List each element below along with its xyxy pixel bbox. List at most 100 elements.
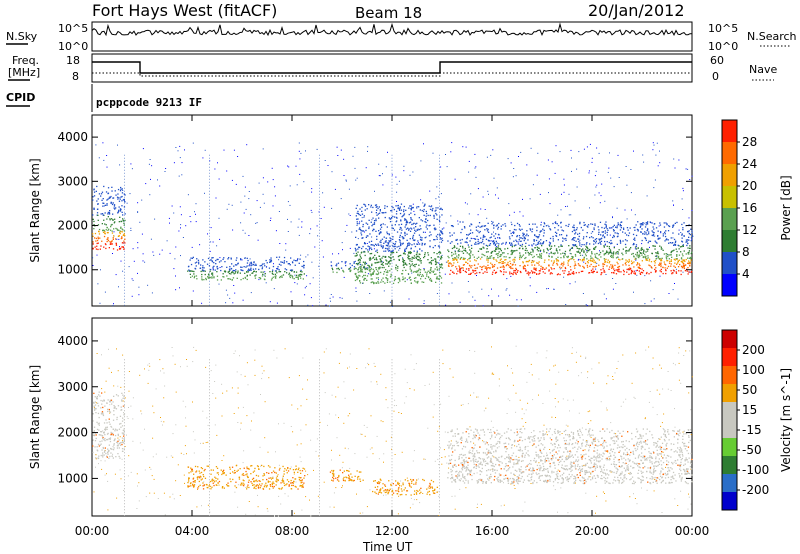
data-cell bbox=[449, 242, 452, 244]
data-cell bbox=[290, 482, 292, 484]
data-cell bbox=[602, 268, 604, 270]
scatter-point bbox=[347, 367, 348, 369]
data-cell bbox=[388, 247, 390, 249]
data-cell bbox=[121, 231, 123, 233]
scatter-point bbox=[408, 274, 410, 275]
data-cell bbox=[583, 244, 585, 246]
data-cell bbox=[194, 465, 197, 468]
data-cell bbox=[606, 231, 608, 234]
data-cell bbox=[394, 276, 396, 278]
data-cell bbox=[406, 233, 408, 235]
scatter-point bbox=[495, 194, 496, 196]
data-cell bbox=[431, 270, 433, 272]
data-cell bbox=[600, 240, 603, 242]
data-cell bbox=[552, 240, 554, 242]
data-cell bbox=[434, 263, 437, 266]
scatter-point bbox=[563, 191, 565, 193]
scatter-point bbox=[578, 412, 580, 414]
data-cell bbox=[436, 253, 438, 255]
data-cell bbox=[603, 258, 605, 260]
data-cell bbox=[368, 247, 371, 250]
data-cell bbox=[232, 471, 234, 473]
scatter-point bbox=[341, 242, 343, 244]
data-cell bbox=[659, 270, 661, 272]
data-cell bbox=[448, 263, 450, 265]
data-cell bbox=[332, 268, 334, 271]
data-cell bbox=[376, 244, 378, 246]
data-cell bbox=[98, 424, 100, 426]
data-cell bbox=[636, 264, 638, 266]
scatter-point bbox=[606, 459, 608, 461]
data-cell bbox=[246, 473, 248, 475]
data-cell bbox=[615, 253, 617, 255]
data-cell bbox=[615, 257, 618, 259]
data-cell bbox=[97, 457, 99, 459]
data-cell bbox=[357, 277, 359, 280]
scatter-point bbox=[689, 350, 691, 352]
scatter-point bbox=[300, 429, 302, 431]
data-cell bbox=[543, 225, 545, 228]
data-cell bbox=[374, 282, 376, 284]
data-cell bbox=[417, 255, 419, 257]
data-cell bbox=[605, 226, 607, 228]
data-cell bbox=[364, 251, 366, 253]
data-cell bbox=[456, 255, 458, 257]
scatter-point bbox=[612, 376, 614, 377]
data-cell bbox=[266, 262, 268, 264]
scatter-point bbox=[263, 274, 265, 276]
scatter-point bbox=[549, 369, 551, 371]
scatter-point bbox=[283, 422, 285, 424]
scatter-point bbox=[287, 218, 288, 220]
data-cell bbox=[671, 256, 673, 258]
data-cell bbox=[409, 221, 412, 223]
data-cell bbox=[112, 237, 114, 239]
scatter-point bbox=[338, 253, 340, 255]
scatter-point bbox=[605, 274, 607, 275]
data-cell bbox=[375, 268, 378, 271]
data-cell bbox=[688, 239, 690, 241]
data-cell bbox=[550, 267, 552, 269]
data-cell bbox=[342, 269, 344, 272]
data-cell bbox=[381, 266, 383, 269]
data-cell bbox=[465, 271, 467, 273]
data-cell bbox=[246, 274, 248, 277]
data-cell bbox=[399, 207, 401, 209]
data-cell bbox=[100, 213, 102, 215]
data-cell bbox=[119, 210, 122, 212]
data-cell bbox=[389, 263, 391, 265]
data-cell bbox=[399, 247, 401, 250]
scatter-point bbox=[659, 275, 661, 277]
data-cell bbox=[598, 254, 600, 256]
data-cell bbox=[495, 253, 497, 255]
data-cell bbox=[686, 244, 688, 247]
data-cell bbox=[628, 232, 631, 234]
data-cell bbox=[235, 269, 237, 271]
data-cell bbox=[190, 263, 193, 266]
data-cell bbox=[388, 240, 390, 242]
scatter-point bbox=[159, 359, 161, 361]
data-cell bbox=[587, 262, 589, 264]
data-cell bbox=[204, 273, 206, 276]
data-cell bbox=[688, 253, 690, 255]
data-cell bbox=[250, 262, 253, 265]
scatter-point bbox=[457, 220, 459, 222]
scatter-point bbox=[385, 166, 387, 168]
scatter-point bbox=[585, 304, 587, 306]
data-cell bbox=[364, 242, 366, 244]
data-cell bbox=[269, 485, 272, 487]
scatter-point bbox=[468, 171, 470, 173]
data-cell bbox=[578, 232, 581, 235]
data-cell bbox=[296, 260, 298, 262]
data-cell bbox=[529, 272, 531, 274]
data-cell bbox=[379, 258, 381, 260]
data-cell bbox=[512, 232, 515, 234]
data-cell bbox=[609, 251, 612, 254]
scatter-point bbox=[522, 215, 524, 217]
scatter-point bbox=[589, 410, 591, 412]
data-cell bbox=[350, 269, 352, 271]
scatter-point bbox=[218, 474, 219, 476]
data-cell bbox=[370, 206, 372, 208]
data-cell bbox=[463, 226, 466, 228]
data-cell bbox=[429, 261, 432, 263]
